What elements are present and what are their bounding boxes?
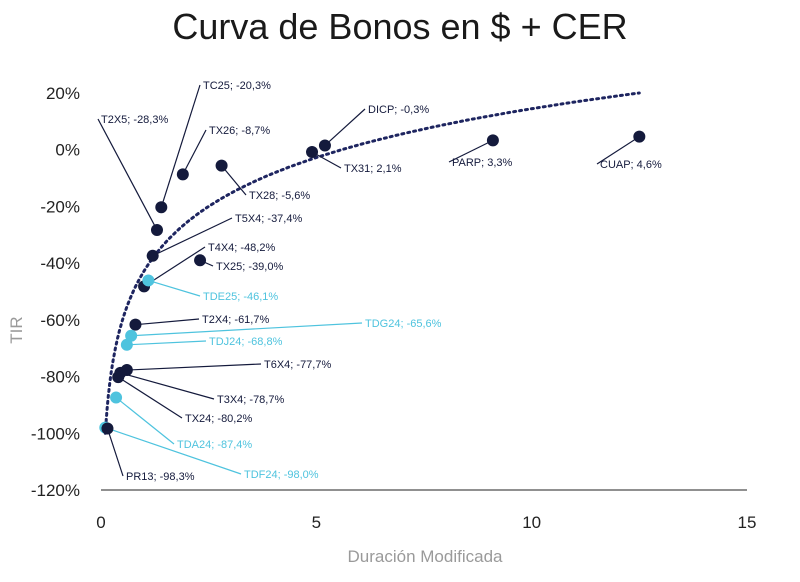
leader-line	[106, 428, 124, 477]
leader-line	[126, 340, 207, 346]
data-label: TX24; -80,2%	[185, 413, 252, 425]
leader-line	[160, 84, 201, 208]
leader-line	[105, 427, 242, 475]
data-label: T2X4; -61,7%	[202, 314, 269, 326]
data-label: TDF24; -98,0%	[244, 469, 319, 481]
data-label: TDJ24; -68,8%	[209, 336, 283, 348]
data-point	[112, 371, 125, 384]
data-point	[110, 391, 123, 404]
data-point	[150, 223, 163, 236]
y-tick-label: 20%	[46, 84, 80, 103]
chart-title: Curva de Bonos en $ + CER	[172, 6, 628, 47]
data-point	[129, 318, 142, 331]
trend-line	[103, 91, 641, 435]
leader-line	[152, 217, 233, 257]
data-point	[146, 249, 159, 262]
y-axis-title: TIR	[7, 316, 26, 343]
data-label: TX28; -5,6%	[249, 190, 310, 202]
data-point	[176, 168, 189, 181]
x-tick-label: 10	[522, 513, 541, 532]
data-point	[318, 139, 331, 152]
y-tick-label: -40%	[40, 254, 80, 273]
data-label: DICP; -0,3%	[368, 104, 429, 116]
leader-line	[135, 318, 200, 326]
leader-line	[221, 165, 247, 196]
data-point	[215, 159, 228, 172]
leader-line	[97, 118, 158, 231]
data-label: T3X4; -78,7%	[217, 394, 284, 406]
data-point	[486, 134, 499, 147]
data-point	[306, 145, 319, 158]
data-point	[125, 329, 138, 342]
leader-line	[596, 136, 640, 165]
leader-line	[448, 139, 494, 163]
leader-line	[324, 108, 366, 146]
y-tick-label: 0%	[55, 141, 80, 160]
data-label: TX31; 2,1%	[344, 163, 402, 175]
y-tick-label: -20%	[40, 197, 80, 216]
data-label: T2X5; -28,3%	[101, 114, 168, 126]
data-point	[155, 201, 168, 214]
data-label: PR13; -98,3%	[126, 471, 195, 483]
data-label: T4X4; -48,2%	[208, 242, 275, 254]
leader-line	[126, 363, 262, 371]
leader-line	[117, 376, 183, 419]
data-point	[101, 422, 114, 435]
x-tick-label: 15	[738, 513, 757, 532]
data-label: T6X4; -77,7%	[264, 359, 331, 371]
data-label: TDG24; -65,6%	[365, 318, 442, 330]
data-label: TX25; -39,0%	[216, 261, 283, 273]
leader-line	[148, 279, 201, 297]
data-point	[142, 274, 155, 287]
data-label: TC25; -20,3%	[203, 80, 271, 92]
data-label: TX26; -8,7%	[209, 125, 270, 137]
leader-line	[131, 322, 363, 337]
data-point	[633, 130, 646, 143]
leader-line	[120, 372, 215, 400]
data-point	[120, 338, 133, 351]
data-label: PARP; 3,3%	[452, 157, 513, 169]
y-tick-label: -120%	[31, 481, 80, 500]
data-label: TDE25; -46,1%	[203, 291, 278, 303]
x-tick-label: 5	[312, 513, 321, 532]
x-tick-label: 0	[96, 513, 105, 532]
leader-line	[182, 129, 207, 175]
data-label: T5X4; -37,4%	[235, 213, 302, 225]
data-point	[194, 254, 207, 267]
data-label: CUAP; 4,6%	[600, 159, 662, 171]
y-tick-label: -100%	[31, 424, 80, 443]
y-tick-label: -60%	[40, 311, 80, 330]
y-tick-label: -80%	[40, 368, 80, 387]
x-axis-title: Duración Modificada	[348, 547, 504, 566]
data-label: TDA24; -87,4%	[177, 439, 252, 451]
leader-line	[115, 397, 175, 445]
